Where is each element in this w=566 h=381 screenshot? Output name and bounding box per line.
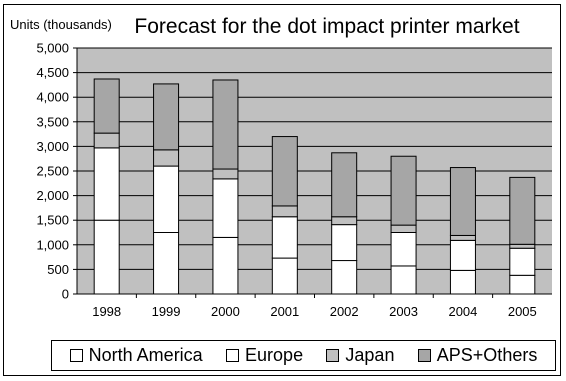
- bar-segment-europe: [153, 165, 180, 233]
- bar-segment-japan: [93, 132, 120, 149]
- x-tick-labels: 1998 1999 2000 2001 2002 2003 2004 2005: [92, 294, 537, 319]
- y-tick-label: 0: [62, 287, 69, 302]
- y-tick-label: 3,000: [36, 139, 69, 154]
- y-tick-label: 2,000: [36, 188, 69, 203]
- legend-swatch-japan: [326, 349, 340, 362]
- bar-segment-aps-others: [331, 152, 358, 218]
- bar-segment-europe: [509, 247, 536, 276]
- legend-label-japan: Japan: [345, 345, 395, 365]
- bar-segment-north-america: [212, 236, 239, 295]
- legend-swatch-north-america: [69, 349, 83, 362]
- bar-segment-japan: [449, 234, 476, 241]
- bar-segment-europe: [390, 232, 417, 267]
- x-tick-label: 1998: [92, 304, 121, 319]
- x-tick-label: 2001: [270, 304, 299, 319]
- x-tick-label: 2004: [448, 304, 477, 319]
- bar-segment-aps-others: [271, 136, 298, 207]
- y-axis-label: Units (thousands): [10, 17, 112, 32]
- bar-segment-north-america: [271, 257, 298, 295]
- x-tick-label: 2000: [211, 304, 240, 319]
- bar-segment-europe: [331, 224, 358, 262]
- y-tick-label: 1,500: [36, 213, 69, 228]
- legend-label-north-america: North America: [88, 345, 203, 365]
- bar-segment-japan: [153, 149, 180, 167]
- bar-segment-japan: [390, 224, 417, 233]
- y-tick-labels: 0 500 1,000 1,500 2,000 2,500 3,000 3,500 4,000 4…: [36, 41, 77, 302]
- bar-segment-aps-others: [93, 78, 120, 134]
- bar-segment-north-america: [153, 232, 180, 295]
- y-tick-label: 2,500: [36, 164, 69, 179]
- legend-item-north-america: North America: [69, 345, 203, 366]
- bar-segment-aps-others: [390, 155, 417, 226]
- bar-segment-europe: [449, 239, 476, 271]
- bar-segment-japan: [331, 216, 358, 226]
- y-tick-label: 5,000: [36, 41, 69, 56]
- legend-item-aps-others: APS+Others: [417, 345, 538, 366]
- bars: [93, 78, 536, 295]
- x-tick-label: 2002: [330, 304, 359, 319]
- y-tick-label: 4,500: [36, 65, 69, 80]
- bar-segment-japan: [212, 168, 239, 180]
- y-tick-label: 1,000: [36, 237, 69, 252]
- bar-segment-aps-others: [509, 176, 536, 245]
- bar-segment-north-america: [331, 260, 358, 295]
- y-tick-label: 3,500: [36, 114, 69, 129]
- bar-segment-north-america: [390, 265, 417, 295]
- chart-legend: North America Europe Japan APS+Others: [51, 340, 556, 371]
- bar-segment-aps-others: [212, 79, 239, 170]
- y-tick-label: 4,000: [36, 90, 69, 105]
- legend-swatch-europe: [226, 349, 240, 362]
- bar-segment-europe: [212, 178, 239, 238]
- legend-item-europe: Europe: [226, 345, 303, 366]
- bar-segment-japan: [509, 243, 536, 249]
- legend-swatch-aps-others: [417, 349, 431, 362]
- bar-segment-north-america: [509, 274, 536, 295]
- bar-segment-japan: [271, 205, 298, 218]
- bar-segment-aps-others: [449, 167, 476, 236]
- bar-segment-europe: [93, 147, 120, 221]
- bar-segment-north-america: [449, 269, 476, 295]
- chart-title: Forecast for the dot impact printer mark…: [134, 15, 519, 38]
- legend-item-japan: Japan: [326, 345, 394, 366]
- x-tick-label: 2005: [508, 304, 537, 319]
- bar-segment-aps-others: [153, 83, 180, 151]
- y-tick-label: 500: [47, 262, 69, 277]
- legend-label-aps-others: APS+Others: [436, 345, 538, 365]
- x-tick-label: 2003: [389, 304, 418, 319]
- bar-segment-north-america: [93, 219, 120, 295]
- bar-segment-europe: [271, 216, 298, 259]
- x-tick-label: 1999: [152, 304, 181, 319]
- legend-label-europe: Europe: [245, 345, 304, 365]
